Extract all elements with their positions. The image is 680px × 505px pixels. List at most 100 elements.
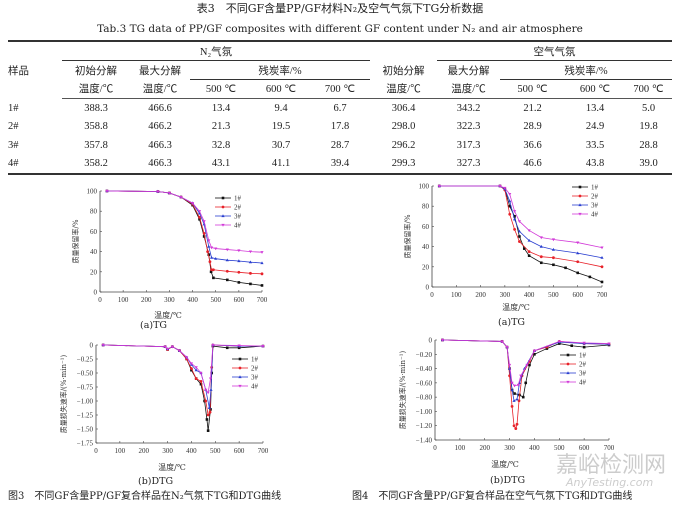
caption-fig4a: (a)TG — [498, 317, 526, 328]
data-point — [249, 282, 252, 286]
data-point — [248, 250, 253, 254]
y-tick-label: −0.20 — [416, 351, 433, 359]
legend-marker — [566, 380, 570, 384]
data-point — [206, 250, 210, 254]
figure4-caption: 图4 不同GF含量PP/GF复合样品在空气气氛下TG和DTG曲线 — [352, 491, 633, 502]
value-cell: 9.4 — [274, 102, 288, 114]
data-point — [167, 191, 172, 195]
header-air-init: 初始分解 — [382, 65, 425, 77]
legend-marker — [578, 203, 582, 207]
data-point — [237, 281, 241, 284]
legend-label: 1# — [234, 195, 242, 203]
value-cell: 36.6 — [523, 139, 542, 151]
x-axis-label: 温度/℃ — [154, 310, 182, 320]
sample-cell: 4# — [8, 158, 19, 170]
legend-marker — [578, 194, 582, 198]
legend-marker — [238, 375, 242, 379]
data-point — [260, 284, 264, 287]
data-point — [209, 246, 214, 250]
watermark-cn: 嘉峪检测网 — [556, 453, 667, 478]
legend-label: 3# — [234, 213, 242, 221]
table-row: 3# 357.8 466.3 32.8 30.7 28.7 296.2 317.3 36.6 33… — [8, 136, 672, 155]
data-point — [515, 397, 519, 401]
data-point — [202, 220, 206, 223]
data-point — [552, 263, 555, 267]
data-point — [190, 202, 195, 205]
header-n2-max: 最大分解 — [139, 65, 181, 77]
y-tick-label: −0.80 — [416, 394, 433, 402]
y-tick-label: −1.50 — [77, 426, 94, 434]
data-point — [607, 342, 611, 346]
data-point — [202, 232, 206, 235]
header-sample: 样品 — [8, 65, 29, 77]
table-title-en: Tab.3 TG data of PP/GF composites with d… — [97, 23, 583, 35]
value-cell: 41.1 — [271, 158, 291, 170]
chart-3: 0 100 200 300 400 500 600 700 0 −0.20 −0.40 −0.60 −0… — [398, 337, 615, 470]
y-axis-label: 质量损失速率/(%·min⁻¹) — [398, 350, 407, 429]
header-unit: 温度/℃ — [370, 79, 437, 99]
data-point — [260, 272, 264, 276]
x-tick-label: 0 — [94, 447, 98, 455]
value-cell: 298.0 — [391, 121, 416, 133]
value-cell: 43.8 — [585, 158, 605, 170]
data-point — [515, 422, 519, 426]
caption-fig4b: (b)DTG — [490, 475, 526, 486]
data-point — [170, 345, 174, 349]
value-cell: 358.8 — [84, 121, 108, 133]
data-point — [206, 429, 210, 432]
value-cell: 466.3 — [148, 139, 172, 151]
value-cell: 358.2 — [84, 158, 108, 170]
x-tick-label: 100 — [118, 296, 129, 304]
legend-label: 2# — [234, 204, 242, 212]
data-point — [518, 240, 521, 243]
data-point — [498, 184, 502, 188]
data-point — [237, 270, 241, 274]
y-tick-label: 40 — [422, 243, 430, 251]
y-tick-label: 60 — [90, 228, 98, 236]
table-row: 2# 358.8 466.2 21.3 19.5 17.8 298.0 322.3 28.9 24… — [8, 118, 672, 137]
legend-label: 4# — [591, 211, 599, 219]
value-cell: 21.3 — [211, 121, 231, 133]
data-point — [570, 344, 574, 348]
data-point — [510, 381, 514, 385]
data-point — [197, 210, 202, 213]
data-point — [101, 343, 105, 347]
data-point — [533, 352, 536, 356]
data-point — [202, 235, 206, 238]
value-cell: 21.2 — [523, 102, 542, 114]
value-cell: 466.6 — [148, 102, 172, 114]
data-point — [194, 368, 198, 372]
header-unit: 温度/℃ — [62, 79, 130, 99]
data-point — [517, 229, 522, 233]
value-cell: 343.2 — [456, 102, 481, 114]
y-tick-label: −1.00 — [77, 398, 94, 406]
x-tick-label: 200 — [138, 447, 149, 455]
data-point — [564, 266, 567, 270]
series-line-1# — [439, 185, 603, 283]
data-point — [514, 427, 518, 430]
y-tick-label: 100 — [87, 188, 98, 196]
figure3-caption: 图3 不同GF含量PP/GF复合样品在N₂气氛下TG和DTG曲线 — [8, 491, 282, 502]
data-point — [212, 276, 215, 280]
data-point — [177, 349, 182, 353]
data-point — [194, 377, 198, 380]
data-point — [557, 342, 561, 345]
x-tick-label: 400 — [524, 291, 535, 299]
table-row: 1# 388.3 466.6 13.4 9.4 6.7 306.4 343.2 21.2 13.4… — [8, 99, 672, 118]
data-point — [539, 236, 543, 240]
data-point — [237, 249, 241, 253]
data-point — [214, 256, 218, 260]
data-point — [206, 413, 210, 417]
data-point — [524, 381, 528, 385]
y-tick-label: 0 — [94, 289, 98, 297]
data-point — [557, 340, 561, 344]
x-tick-label: 200 — [141, 296, 152, 304]
chart-1: 0 100 200 300 400 500 600 700 0 20 40 60 80 100 温度/℃ 质量… — [403, 183, 608, 313]
data-point — [600, 246, 604, 250]
x-tick-label: 100 — [115, 447, 126, 455]
data-point — [576, 241, 580, 245]
value-cell: 43.1 — [211, 158, 231, 170]
value-cell: 296.2 — [391, 139, 416, 151]
x-axis-label: 温度/℃ — [158, 462, 186, 472]
